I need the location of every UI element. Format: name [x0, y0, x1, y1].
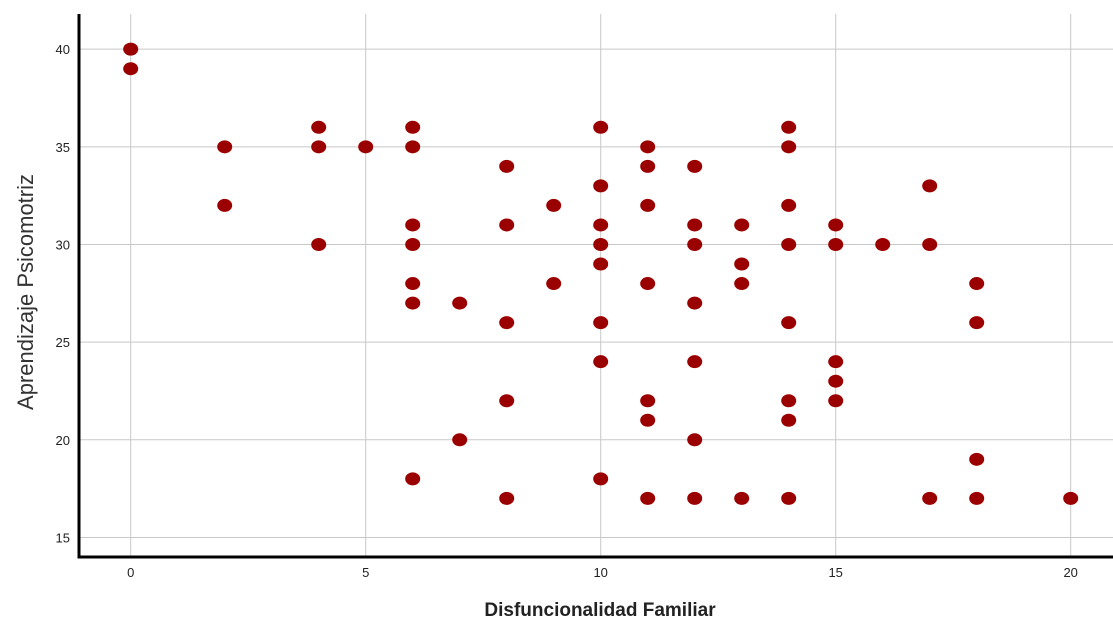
- y-tick-label: 30: [56, 237, 70, 252]
- y-tick-label: 20: [56, 433, 70, 448]
- data-point: [969, 491, 985, 505]
- data-point: [922, 491, 938, 505]
- x-tick-label: 15: [828, 565, 842, 580]
- data-point: [781, 120, 797, 134]
- data-point: [640, 159, 656, 173]
- data-point: [546, 277, 562, 291]
- data-point: [969, 452, 985, 466]
- data-point: [311, 120, 327, 134]
- data-point: [640, 277, 656, 291]
- data-point: [640, 491, 656, 505]
- data-point: [593, 316, 609, 330]
- data-point: [828, 355, 844, 369]
- data-point: [593, 120, 609, 134]
- data-point: [969, 316, 985, 330]
- data-point: [499, 491, 515, 505]
- y-tick-label: 25: [56, 335, 70, 350]
- data-point: [593, 355, 609, 369]
- data-point: [405, 218, 421, 232]
- x-axis-title: Disfuncionalidad Familiar: [484, 600, 716, 618]
- data-point: [499, 218, 515, 232]
- data-point: [734, 277, 750, 291]
- data-point: [1063, 491, 1079, 505]
- data-point: [499, 316, 515, 330]
- y-tick-label: 15: [56, 530, 70, 545]
- data-point: [593, 237, 609, 251]
- x-tick-label: 20: [1063, 565, 1077, 580]
- data-point: [781, 237, 797, 251]
- data-point: [217, 198, 233, 212]
- x-tick-label: 10: [593, 565, 607, 580]
- data-point: [969, 277, 985, 291]
- data-point: [734, 218, 750, 232]
- data-point: [687, 355, 703, 369]
- data-point: [828, 237, 844, 251]
- x-tick-label: 5: [362, 565, 369, 580]
- data-point: [734, 257, 750, 271]
- data-point: [781, 413, 797, 427]
- data-point: [499, 394, 515, 408]
- y-tick-label: 40: [56, 42, 70, 57]
- data-point: [734, 491, 750, 505]
- data-point: [546, 198, 562, 212]
- data-points: [123, 42, 1079, 505]
- y-tick-label: 35: [56, 140, 70, 155]
- data-point: [781, 394, 797, 408]
- data-point: [405, 140, 421, 154]
- data-point: [687, 433, 703, 447]
- data-point: [828, 374, 844, 388]
- data-point: [640, 140, 656, 154]
- data-point: [593, 257, 609, 271]
- x-tick-labels: 0 5 10 15 20: [127, 565, 1078, 580]
- data-point: [593, 218, 609, 232]
- x-tick-label: 0: [127, 565, 134, 580]
- y-tick-labels: 15 20 25 30 35 40: [56, 42, 70, 545]
- data-point: [593, 179, 609, 193]
- data-point: [405, 120, 421, 134]
- data-point: [499, 159, 515, 173]
- data-point: [405, 472, 421, 486]
- data-point: [452, 433, 468, 447]
- data-point: [922, 179, 938, 193]
- y-axis-title: Aprendizaje Psicomotriz: [13, 174, 38, 410]
- data-point: [311, 237, 327, 251]
- data-point: [781, 140, 797, 154]
- data-point: [640, 413, 656, 427]
- data-point: [687, 159, 703, 173]
- data-point: [217, 140, 233, 154]
- data-point: [687, 296, 703, 310]
- data-point: [123, 62, 139, 76]
- axes: [77, 14, 1113, 559]
- data-point: [405, 277, 421, 291]
- data-point: [405, 296, 421, 310]
- data-point: [875, 237, 891, 251]
- data-point: [358, 140, 374, 154]
- data-point: [828, 218, 844, 232]
- data-point: [687, 237, 703, 251]
- data-point: [781, 316, 797, 330]
- data-point: [405, 237, 421, 251]
- data-point: [123, 42, 139, 56]
- data-point: [452, 296, 468, 310]
- data-point: [640, 198, 656, 212]
- data-point: [593, 472, 609, 486]
- data-point: [828, 394, 844, 408]
- data-point: [781, 491, 797, 505]
- data-point: [687, 218, 703, 232]
- data-point: [781, 198, 797, 212]
- data-point: [311, 140, 327, 154]
- data-point: [687, 491, 703, 505]
- data-point: [922, 237, 938, 251]
- data-point: [640, 394, 656, 408]
